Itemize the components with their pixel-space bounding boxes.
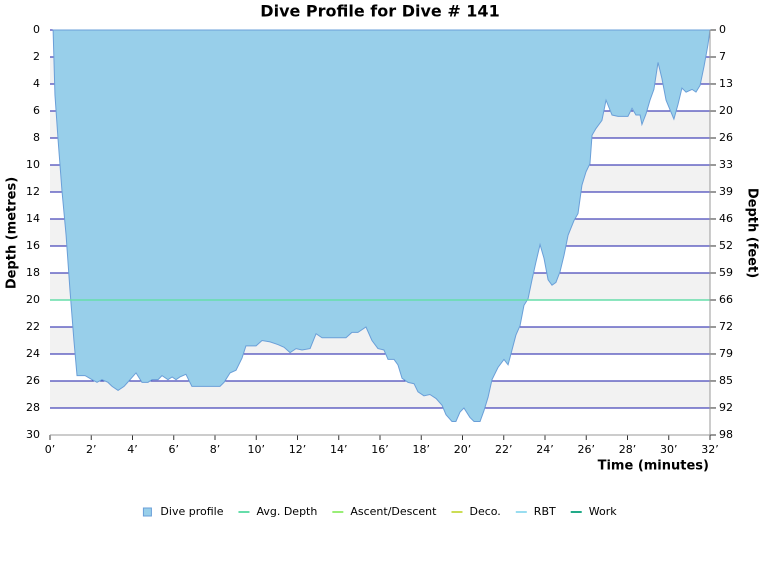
y2-tick-label: 26	[719, 131, 733, 144]
legend-item: Ascent/Descent	[332, 505, 437, 518]
y-tick-label: 0	[33, 23, 40, 36]
x-tick-label: 8’	[210, 443, 221, 456]
y-tick-label: 20	[26, 293, 40, 306]
y-tick-label: 24	[26, 347, 40, 360]
x-tick-label: 0’	[45, 443, 56, 456]
y2-axis-title: Depth (feet)	[745, 188, 760, 278]
y2-tick-label: 52	[719, 239, 733, 252]
y-tick-label: 14	[26, 212, 40, 225]
y-tick-label: 10	[26, 158, 40, 171]
legend-item: Deco.	[451, 505, 501, 518]
y2-tick-label: 20	[719, 104, 733, 117]
legend-swatch	[142, 507, 152, 517]
legend-label: Ascent/Descent	[350, 505, 437, 518]
y-tick-label: 30	[26, 428, 40, 441]
legend-item: Work	[570, 505, 617, 518]
legend-label: Avg. Depth	[256, 505, 317, 518]
y2-tick-label: 46	[719, 212, 733, 225]
y2-tick-label: 98	[719, 428, 733, 441]
x-tick-label: 4’	[127, 443, 138, 456]
y2-tick-label: 66	[719, 293, 733, 306]
y2-tick-label: 85	[719, 374, 733, 387]
y-tick-label: 8	[33, 131, 40, 144]
y2-tick-label: 39	[719, 185, 733, 198]
grid-band	[50, 381, 710, 408]
y2-tick-label: 92	[719, 401, 733, 414]
y2-tick-label: 0	[719, 23, 726, 36]
legend-item: Avg. Depth	[238, 505, 317, 518]
y2-tick-label: 33	[719, 158, 733, 171]
y-tick-label: 18	[26, 266, 40, 279]
x-tick-label: 14’	[330, 443, 348, 456]
y-axis-title: Depth (metres)	[5, 177, 20, 289]
legend: Dive profile Avg. Depth Ascent/Descent Deco…	[142, 505, 617, 518]
y2-tick-label: 59	[719, 266, 733, 279]
x-tick-label: 20’	[454, 443, 472, 456]
x-tick-label: 12’	[289, 443, 307, 456]
x-tick-label: 24’	[536, 443, 554, 456]
x-tick-label: 32’	[701, 443, 719, 456]
x-tick-label: 6’	[169, 443, 180, 456]
y-tick-label: 12	[26, 185, 40, 198]
y2-tick-label: 7	[719, 50, 726, 63]
legend-label: Dive profile	[160, 505, 223, 518]
y-tick-label: 22	[26, 320, 40, 333]
y-tick-label: 6	[33, 104, 40, 117]
legend-label: RBT	[534, 505, 556, 518]
legend-item: RBT	[515, 505, 556, 518]
y2-tick-label: 79	[719, 347, 733, 360]
y2-tick-label: 13	[719, 77, 733, 90]
y2-tick-label: 72	[719, 320, 733, 333]
y-tick-label: 26	[26, 374, 40, 387]
y-tick-label: 28	[26, 401, 40, 414]
dive-profile-area	[52, 29, 711, 422]
x-tick-label: 18’	[413, 443, 431, 456]
x-tick-label: 26’	[578, 443, 596, 456]
x-tick-label: 16’	[371, 443, 389, 456]
x-axis-title: Time (minutes)	[598, 459, 709, 474]
y-tick-label: 2	[33, 50, 40, 63]
x-tick-label: 28’	[619, 443, 637, 456]
y-tick-label: 4	[33, 77, 40, 90]
x-tick-label: 2’	[86, 443, 97, 456]
legend-item: Dive profile	[142, 505, 224, 518]
legend-label: Deco.	[469, 505, 500, 518]
x-tick-label: 30’	[660, 443, 678, 456]
legend-label: Work	[589, 505, 617, 518]
x-tick-label: 22’	[495, 443, 513, 456]
y-tick-label: 16	[26, 239, 40, 252]
x-tick-label: 10’	[248, 443, 266, 456]
chart-title: Dive Profile for Dive # 141	[260, 2, 499, 21]
